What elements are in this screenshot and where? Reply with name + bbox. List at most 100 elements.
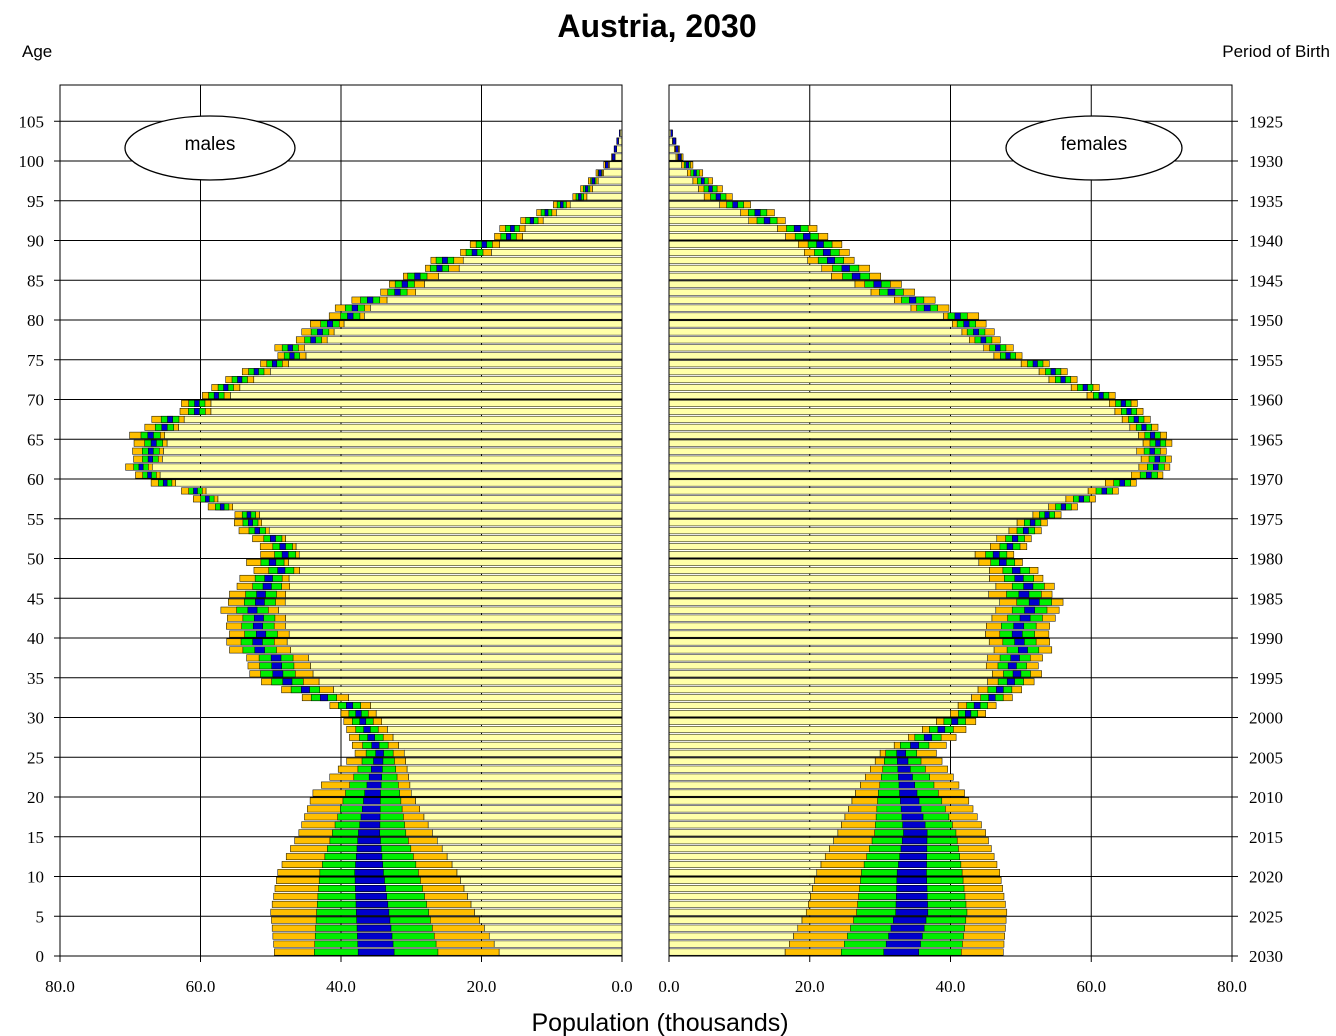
right-inner-band-68 xyxy=(1126,408,1132,415)
right-inner-band-82 xyxy=(909,296,917,304)
right-inner-band-2 xyxy=(888,932,923,940)
right-age-bar-102 xyxy=(668,137,677,145)
right-age-bar-65 xyxy=(668,431,1167,439)
left-core-bar-97 xyxy=(597,177,623,185)
left-age-bar-99 xyxy=(603,161,623,169)
left-core-bar-11 xyxy=(451,861,623,869)
left-age-bar-17 xyxy=(304,813,623,821)
right-inner-band-30 xyxy=(965,710,972,717)
right-core-bar-58 xyxy=(668,487,1089,495)
birth-tick-label: 1970 xyxy=(1249,470,1283,489)
right-core-bar-98 xyxy=(668,169,688,177)
right-age-bar-55 xyxy=(668,511,1062,519)
right-inner-band-7 xyxy=(896,892,928,900)
left-age-bar-35 xyxy=(249,670,623,678)
birth-tick-label: 1990 xyxy=(1249,629,1283,648)
right-age-bar-87 xyxy=(668,256,855,264)
right-inner-band-14 xyxy=(901,837,928,845)
right-inner-band-87 xyxy=(826,256,835,264)
left-age-bar-56 xyxy=(207,503,623,511)
left-core-bar-71 xyxy=(239,384,623,391)
left-inner-band-101 xyxy=(614,145,617,153)
age-tick-label: 105 xyxy=(19,112,45,131)
right-inner-band-75 xyxy=(1005,352,1011,360)
age-tick-label: 70 xyxy=(27,391,44,410)
right-inner-band-47 xyxy=(1014,574,1024,582)
left-core-bar-36 xyxy=(310,662,623,670)
left-core-bar-32 xyxy=(348,694,623,702)
left-core-bar-19 xyxy=(415,797,623,805)
females-label-ellipse xyxy=(1005,115,1183,181)
right-inner-band-101 xyxy=(675,145,679,153)
left-inner-band-44 xyxy=(255,598,265,606)
right-age-bar-58 xyxy=(668,487,1119,495)
left-inner-band-51 xyxy=(279,543,286,551)
right-core-bar-57 xyxy=(668,495,1067,503)
right-inner-band-15 xyxy=(903,829,928,837)
right-core-bar-82 xyxy=(668,296,895,304)
left-inner-band-42 xyxy=(253,614,264,622)
right-age-bar-35 xyxy=(668,670,1042,678)
birth-tick-label: 1945 xyxy=(1249,271,1283,290)
left-age-bar-37 xyxy=(246,654,623,662)
right-core-bar-81 xyxy=(668,304,912,312)
right-inner-band-9 xyxy=(896,877,927,884)
left-inner-band-82 xyxy=(367,296,374,304)
right-core-bar-93 xyxy=(668,209,741,217)
age-tick-label: 60 xyxy=(27,470,44,489)
right-core-bar-46 xyxy=(668,582,997,590)
right-age-bar-18 xyxy=(668,805,974,813)
left-inner-band-46 xyxy=(262,582,272,590)
left-inner-band-7 xyxy=(355,892,387,900)
left-core-bar-55 xyxy=(259,511,623,519)
right-core-bar-61 xyxy=(668,463,1140,471)
left-core-bar-50 xyxy=(298,551,623,558)
left-core-bar-62 xyxy=(162,455,623,463)
left-age-bar-95 xyxy=(572,193,623,201)
right-core-bar-4 xyxy=(668,916,803,924)
right-age-bar-67 xyxy=(668,415,1151,423)
right-inner-band-1 xyxy=(885,940,921,948)
right-inner-band-56 xyxy=(1060,503,1067,511)
left-inner-band-31 xyxy=(346,702,354,710)
left-age-bar-10 xyxy=(277,869,623,876)
right-age-bar-2 xyxy=(668,932,1005,940)
right-core-bar-79 xyxy=(668,320,953,328)
age-tick-label: 20 xyxy=(27,788,44,807)
birth-tick-label: 1930 xyxy=(1249,152,1283,171)
right-core-bar-92 xyxy=(668,217,749,225)
left-inner-band-13 xyxy=(356,845,382,853)
right-inner-band-93 xyxy=(754,209,761,217)
right-age-bar-39 xyxy=(668,638,1050,646)
right-age-bar-50 xyxy=(668,551,1015,558)
left-inner-band-45 xyxy=(256,590,266,598)
right-inner-band-53 xyxy=(1023,527,1029,535)
right-inner-band-97 xyxy=(700,177,705,185)
right-inner-band-6 xyxy=(895,900,928,908)
right-age-bar-40 xyxy=(668,630,1050,638)
right-age-bar-103 xyxy=(668,129,673,137)
left-age-bar-94 xyxy=(553,201,623,209)
left-age-bar-66 xyxy=(144,423,623,431)
left-inner-band-56 xyxy=(219,503,225,511)
left-age-bar-62 xyxy=(133,455,623,463)
left-core-bar-65 xyxy=(164,431,623,439)
left-inner-band-17 xyxy=(360,813,381,821)
left-age-bar-57 xyxy=(193,495,623,503)
right-core-bar-64 xyxy=(668,439,1144,447)
left-core-bar-15 xyxy=(432,829,623,837)
birth-tick-label: 1995 xyxy=(1249,669,1283,688)
left-inner-band-93 xyxy=(544,209,549,217)
left-age-bar-16 xyxy=(301,821,623,829)
left-age-bar-60 xyxy=(135,471,623,479)
left-age-bar-65 xyxy=(129,431,623,439)
right-core-bar-59 xyxy=(668,479,1106,487)
left-core-bar-52 xyxy=(285,535,623,543)
right-age-bar-27 xyxy=(668,733,957,741)
left-age-bar-83 xyxy=(380,288,623,296)
right-age-bar-81 xyxy=(668,304,950,312)
left-core-bar-38 xyxy=(290,646,623,654)
left-inner-band-40 xyxy=(256,630,267,638)
right-inner-band-91 xyxy=(793,225,801,232)
age-tick-label: 25 xyxy=(27,748,44,767)
